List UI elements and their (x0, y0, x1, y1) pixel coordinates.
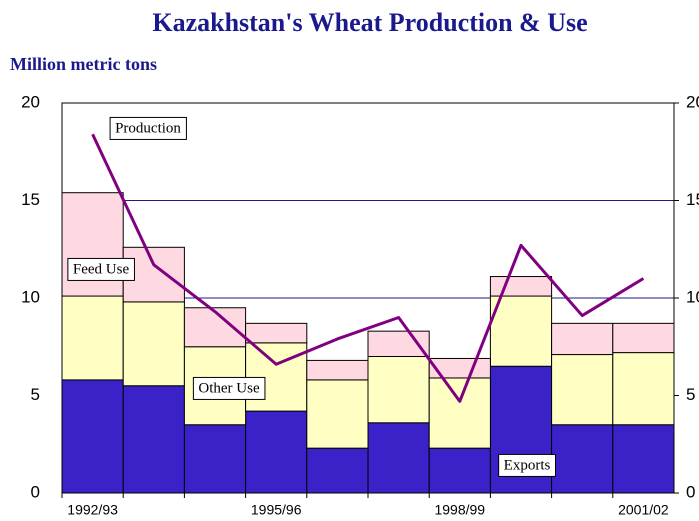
bar-segment (612, 352, 675, 426)
x-tick-label: 1992/93 (67, 502, 118, 518)
bar-segment (612, 322, 675, 354)
y-tick-label: 15 (21, 190, 40, 209)
bar-segment (428, 447, 491, 494)
y-tick-label: 5 (31, 385, 40, 404)
series-label-box (498, 453, 556, 477)
y-tick-label: 20 (21, 92, 40, 111)
bar-segment (61, 295, 124, 381)
series-label-text: Production (115, 120, 181, 136)
series-label-box (192, 376, 266, 400)
bar-segment (183, 424, 247, 494)
bar-segment (428, 377, 491, 449)
bar-segment (306, 359, 369, 381)
y2-tick-label: 0 (686, 482, 695, 501)
bar-segment (245, 410, 308, 494)
bar-segment (489, 276, 553, 297)
series-label-text: Feed Use (73, 261, 130, 277)
series-label: Feed Use (67, 257, 135, 281)
series-label: Other Use (192, 376, 266, 400)
bar-segment (122, 385, 185, 494)
y2-tick-label: 5 (686, 385, 695, 404)
bar-segment (306, 379, 369, 449)
bar-segment (551, 322, 614, 356)
x-tick-label: 1995/96 (251, 502, 302, 518)
bar-segment (367, 330, 430, 357)
bar-segment (367, 356, 430, 424)
bar-segment (428, 357, 491, 379)
bar-segment (367, 422, 430, 494)
bar-segment (183, 307, 247, 348)
y2-tick-label: 20 (686, 92, 699, 111)
bar-segment (122, 301, 185, 387)
chart-title: Kazakhstan's Wheat Production & Use (152, 8, 587, 37)
series-label-text: Other Use (198, 380, 260, 396)
series-label: Production (109, 116, 187, 140)
bar-segment (306, 447, 369, 494)
chart-subtitle: Million metric tons (10, 54, 157, 74)
bar-segment (551, 424, 614, 494)
series-label-box (67, 257, 135, 281)
bar-segment (612, 424, 675, 494)
x-tick-label: 1998/99 (434, 502, 485, 518)
line-series (91, 133, 645, 403)
series-label: Exports (498, 453, 556, 477)
y2-tick-label: 10 (686, 287, 699, 306)
y-tick-label: 10 (21, 287, 40, 306)
bar-segment (489, 295, 553, 367)
series-label-box (109, 116, 187, 140)
series-label-text: Exports (504, 457, 551, 473)
bar-segment (245, 322, 308, 344)
bar-segment (61, 379, 124, 494)
y-tick-label: 0 (31, 482, 40, 501)
x-tick-label: 2001/02 (618, 502, 669, 518)
y2-tick-label: 15 (686, 190, 699, 209)
bar-segment (551, 354, 614, 426)
